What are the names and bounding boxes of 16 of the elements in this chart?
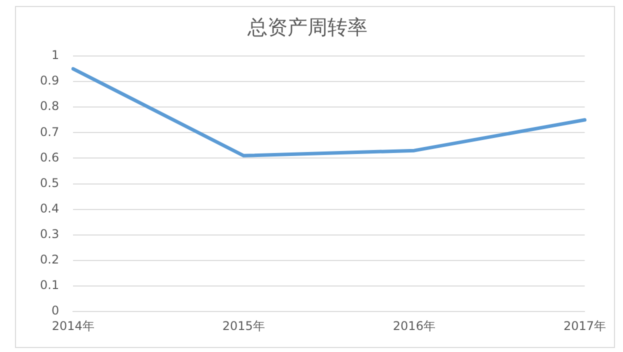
y-tick-label: 0.9 — [40, 74, 60, 88]
y-tick-label: 0.3 — [40, 227, 60, 242]
y-tick-label: 0.6 — [40, 150, 60, 164]
y-tick-label: 0.7 — [40, 124, 60, 139]
y-tick-label: 0.1 — [40, 278, 60, 292]
x-tick-label: 2016年 — [392, 318, 436, 333]
y-tick-label: 0.5 — [40, 176, 60, 190]
y-tick-label: 0.2 — [40, 252, 60, 267]
chart-title: 总资产周转率 — [246, 15, 368, 40]
y-tick-label: 1 — [51, 48, 60, 62]
x-tick-label: 2015年 — [222, 318, 265, 333]
y-tick-label: 0.8 — [40, 99, 60, 114]
x-tick-label: 2014年 — [52, 318, 94, 333]
x-tick-label: 2017年 — [563, 318, 606, 333]
y-tick-label: 0 — [51, 304, 60, 318]
y-tick-label: 0.4 — [40, 201, 60, 216]
